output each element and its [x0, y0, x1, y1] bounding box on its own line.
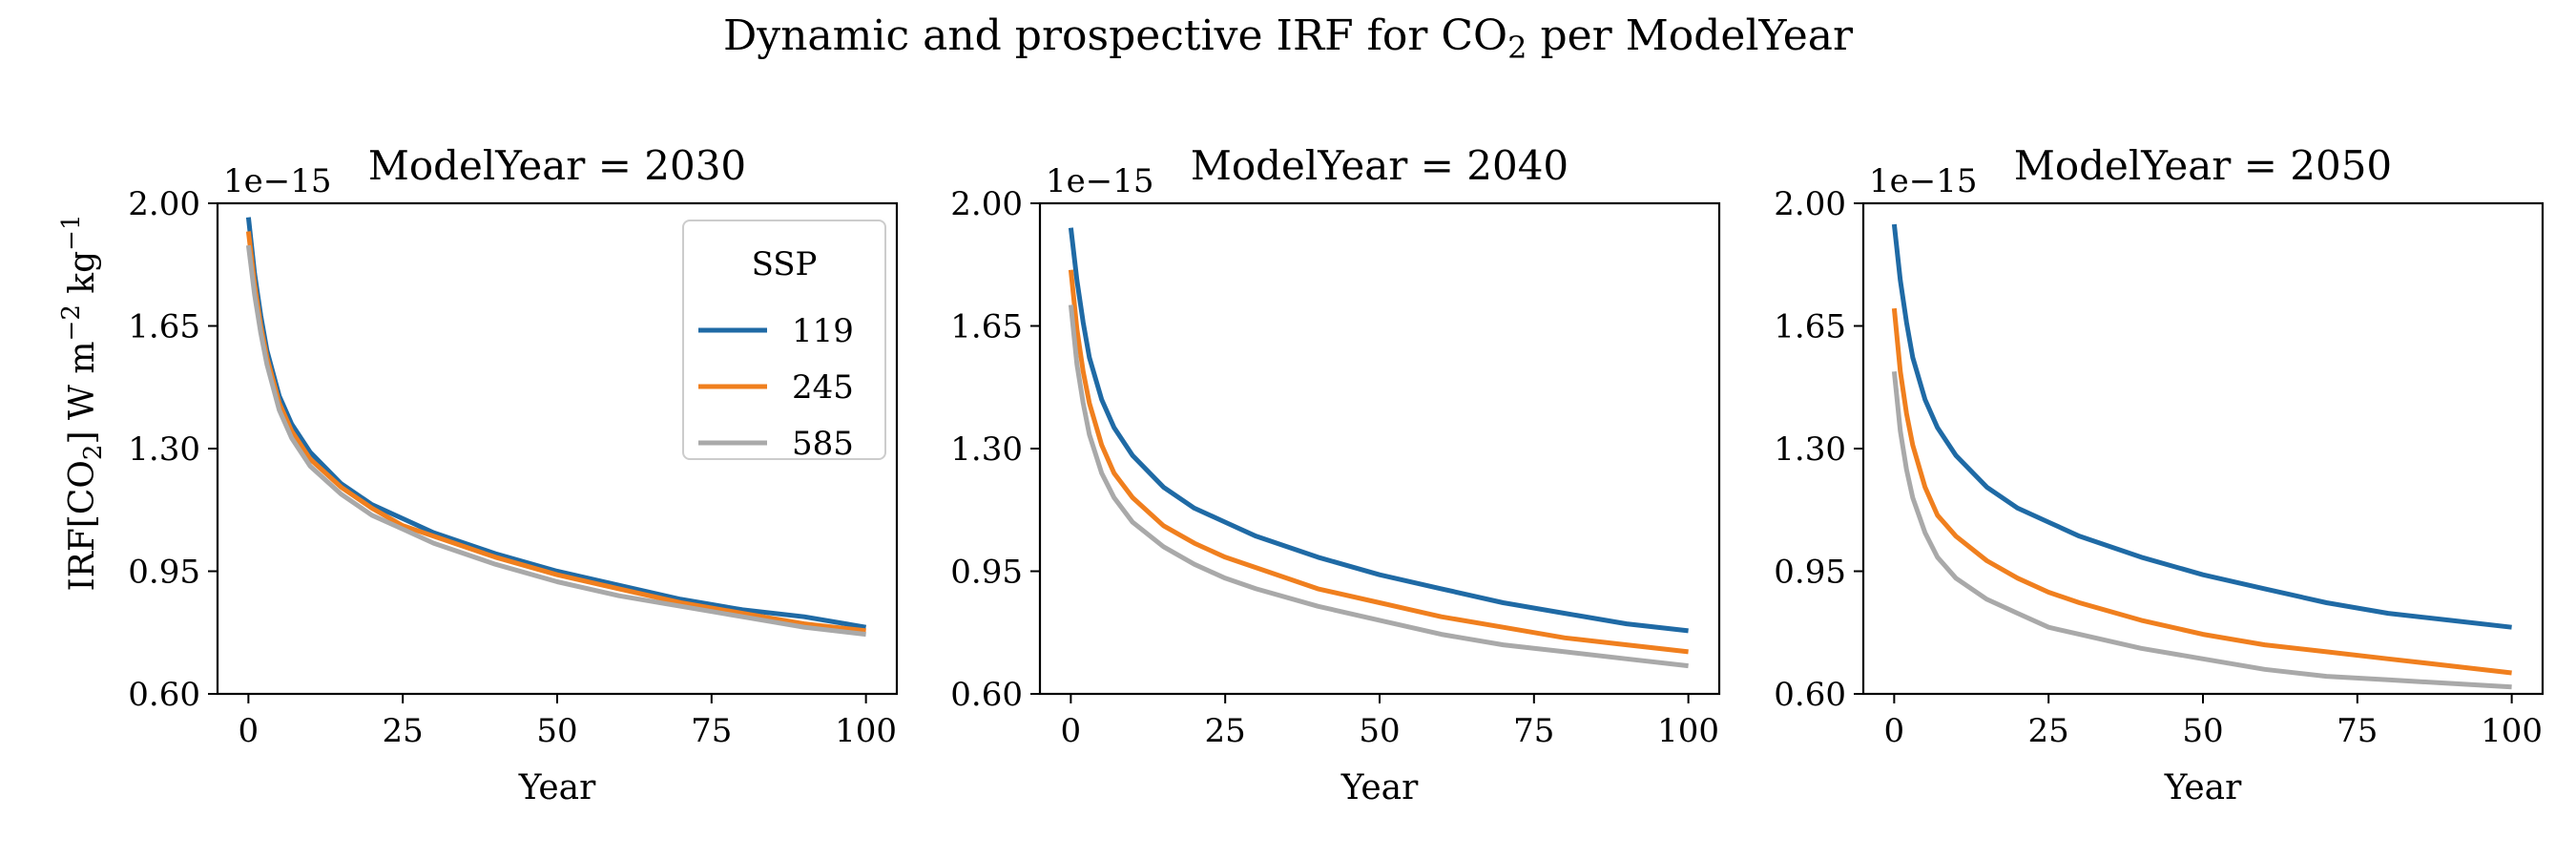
subplot-2: ModelYear = 2040 1e−15 0 25 50 75 100 0.60 0.95 1… — [950, 142, 1721, 807]
figure-title: Dynamic and prospective IRF for CO2 per … — [723, 11, 1854, 66]
subplot-title: ModelYear = 2050 — [2014, 142, 2392, 189]
x-tick-label: 25 — [1205, 712, 1246, 750]
x-tick-label: 50 — [1359, 712, 1400, 750]
y-offset-text: 1e−15 — [223, 162, 332, 200]
y-label-mid: ] W m — [63, 341, 102, 444]
subplot-1: ModelYear = 2030 1e−15 0 25 50 75 100 0.60 0.95 1… — [128, 142, 899, 807]
figure-title-main: Dynamic and prospective IRF for CO — [723, 11, 1507, 60]
series-line-ssp-585 — [1891, 370, 2512, 690]
legend-box — [682, 220, 886, 460]
x-tick-label: 0 — [1884, 712, 1905, 750]
y-tick-label: 1.65 — [1774, 308, 1846, 346]
subplot-title: ModelYear = 2040 — [1191, 142, 1568, 189]
y-tick-label: 1.30 — [950, 430, 1023, 469]
y-axis-label: IRF[CO2] W m−2 kg−1 — [57, 214, 108, 591]
series-line-ssp-585 — [245, 244, 866, 638]
y-tick-label: 0.60 — [950, 676, 1023, 714]
x-tick-label: 25 — [2028, 712, 2069, 750]
series-line-ssp-119 — [1068, 227, 1689, 634]
x-tick-label: 0 — [239, 712, 260, 750]
y-tick-label: 1.30 — [128, 430, 200, 469]
legend-label-ssp-119: 119 — [792, 312, 854, 350]
y-tick-label: 0.95 — [128, 554, 200, 592]
y-label-kg: kg — [63, 251, 102, 304]
series-line-ssp-119 — [1891, 223, 2512, 630]
y-offset-text: 1e−15 — [1046, 162, 1154, 200]
y-tick-label: 1.65 — [128, 308, 200, 346]
x-tick-label: 100 — [2481, 712, 2543, 750]
y-tick-label: 0.95 — [1774, 554, 1846, 592]
legend-label-ssp-585: 585 — [792, 425, 854, 463]
x-tick-label: 100 — [1657, 712, 1719, 750]
subplots: ModelYear = 2030 1e−15 0 25 50 75 100 0.60 0.95 1… — [128, 142, 2545, 807]
x-axis-label: Year — [1340, 768, 1419, 807]
y-tick-label: 0.95 — [950, 554, 1023, 592]
y-label-exponent-1: −2 — [57, 304, 86, 341]
legend-label-ssp-245: 245 — [792, 368, 854, 407]
y-tick-label: 0.60 — [128, 676, 200, 714]
y-tick-label: 0.60 — [1774, 676, 1846, 714]
x-axis-label: Year — [518, 768, 596, 807]
figure-title-tail: per ModelYear — [1527, 11, 1854, 60]
series-line-ssp-585 — [1068, 304, 1689, 669]
series-line-ssp-245 — [1068, 269, 1689, 655]
y-tick-label: 2.00 — [950, 185, 1023, 223]
y-label-exponent-2: −1 — [57, 214, 86, 250]
x-tick-label: 75 — [691, 712, 732, 750]
y-label-subscript: 2 — [79, 445, 108, 461]
x-tick-label: 75 — [2337, 712, 2378, 750]
subplot-title: ModelYear = 2030 — [368, 142, 746, 189]
y-tick-label: 2.00 — [128, 185, 200, 223]
series-line-ssp-245 — [1891, 307, 2512, 676]
x-tick-label: 25 — [383, 712, 424, 750]
y-tick-label: 1.30 — [1774, 430, 1846, 469]
x-tick-label: 50 — [536, 712, 577, 750]
figure-title-subscript: 2 — [1507, 30, 1527, 66]
subplot-3: ModelYear = 2050 1e−15 0 25 50 75 100 0.60 0.95 1… — [1774, 142, 2545, 807]
y-offset-text: 1e−15 — [1869, 162, 1978, 200]
x-tick-label: 100 — [835, 712, 897, 750]
y-label-prefix: IRF[CO — [63, 460, 102, 591]
legend-title: SSP — [752, 245, 818, 283]
x-tick-label: 0 — [1061, 712, 1082, 750]
legend: SSP 119 245 585 — [682, 220, 886, 463]
x-axis-label: Year — [2164, 768, 2242, 807]
y-tick-label: 2.00 — [1774, 185, 1846, 223]
x-tick-label: 75 — [1513, 712, 1554, 750]
y-tick-label: 1.65 — [950, 308, 1023, 346]
x-tick-label: 50 — [2182, 712, 2223, 750]
